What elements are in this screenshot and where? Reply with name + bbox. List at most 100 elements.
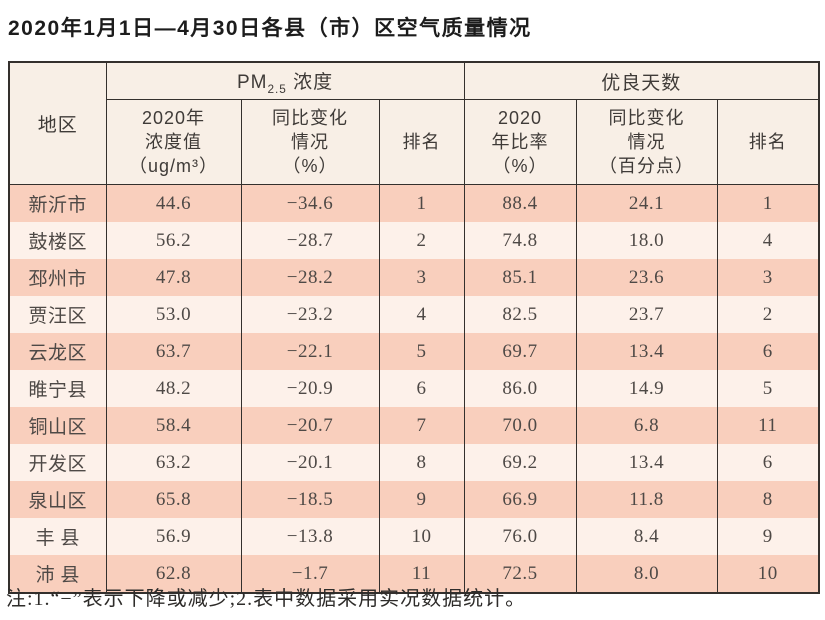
col-group-pm25: PM2.5 浓度 [105, 61, 465, 100]
cell-good-rank: 6 [716, 333, 820, 370]
col-header-pm25-rank: 排名 [378, 99, 465, 185]
cell-good-change: 6.8 [575, 407, 718, 444]
page-title: 2020年1月1日—4月30日各县（市）区空气质量情况 [8, 17, 532, 40]
table-row: 睢宁县 48.2 −20.9 6 86.0 14.9 5 [8, 370, 820, 407]
cell-pm25-rank: 8 [378, 444, 465, 481]
cell-good-rate: 76.0 [463, 518, 577, 555]
cell-pm25-value: 47.8 [105, 259, 242, 296]
cell-pm25-value: 62.8 [105, 555, 242, 593]
cell-good-rate: 88.4 [463, 184, 577, 222]
cell-pm25-change: −13.8 [240, 518, 380, 555]
table-row: 云龙区 63.7 −22.1 5 69.7 13.4 6 [8, 333, 820, 370]
col-header-pm25-change: 同比变化 情况 （%） [240, 99, 380, 185]
cell-pm25-change: −28.7 [240, 222, 380, 259]
cell-pm25-rank: 10 [378, 518, 465, 555]
cell-region: 新沂市 [8, 184, 107, 222]
cell-pm25-rank: 3 [378, 259, 465, 296]
cell-good-rate: 82.5 [463, 296, 577, 333]
cell-good-rank: 4 [716, 222, 820, 259]
cell-region: 开发区 [8, 444, 107, 481]
cell-good-rate: 72.5 [463, 555, 577, 593]
cell-pm25-value: 65.8 [105, 481, 242, 518]
table-row: 丰 县 56.9 −13.8 10 76.0 8.4 9 [8, 518, 820, 555]
col-group-good-days: 优良天数 [463, 61, 820, 100]
cell-good-change: 14.9 [575, 370, 718, 407]
table-row: 沛 县 62.8 −1.7 11 72.5 8.0 10 [8, 555, 820, 593]
cell-pm25-value: 56.9 [105, 518, 242, 555]
cell-good-change: 8.4 [575, 518, 718, 555]
cell-good-change: 23.7 [575, 296, 718, 333]
cell-pm25-rank: 4 [378, 296, 465, 333]
col-header-good-change: 同比变化 情况 （百分点） [575, 99, 718, 185]
cell-good-rank: 6 [716, 444, 820, 481]
col-header-good-rate: 2020 年比率 （%） [463, 99, 577, 185]
col-header-good-rank: 排名 [716, 99, 820, 185]
cell-region: 泉山区 [8, 481, 107, 518]
table-row: 邳州市 47.8 −28.2 3 85.1 23.6 3 [8, 259, 820, 296]
cell-good-change: 18.0 [575, 222, 718, 259]
cell-pm25-value: 48.2 [105, 370, 242, 407]
cell-good-rank: 5 [716, 370, 820, 407]
footnote: 注:1.“−”表示下降或减少;2.表中数据采用实况数据统计。 [6, 588, 527, 610]
cell-good-rate: 86.0 [463, 370, 577, 407]
pm25-concentration-label: 浓度 [286, 71, 334, 93]
cell-pm25-rank: 11 [378, 555, 465, 593]
cell-good-rate: 70.0 [463, 407, 577, 444]
cell-good-change: 11.8 [575, 481, 718, 518]
cell-good-change: 13.4 [575, 444, 718, 481]
cell-good-rank: 11 [716, 407, 820, 444]
cell-good-rank: 2 [716, 296, 820, 333]
cell-region: 丰 县 [8, 518, 107, 555]
cell-good-change: 24.1 [575, 184, 718, 222]
cell-good-change: 13.4 [575, 333, 718, 370]
cell-region: 云龙区 [8, 333, 107, 370]
cell-pm25-change: −23.2 [240, 296, 380, 333]
cell-good-rank: 9 [716, 518, 820, 555]
cell-good-change: 23.6 [575, 259, 718, 296]
cell-pm25-change: −18.5 [240, 481, 380, 518]
cell-region: 鼓楼区 [8, 222, 107, 259]
cell-good-rate: 74.8 [463, 222, 577, 259]
cell-pm25-change: −34.6 [240, 184, 380, 222]
pm25-label: PM [236, 71, 268, 93]
cell-pm25-change: −28.2 [240, 259, 380, 296]
cell-pm25-change: −20.1 [240, 444, 380, 481]
cell-pm25-rank: 7 [378, 407, 465, 444]
cell-good-rank: 8 [716, 481, 820, 518]
cell-good-rate: 69.7 [463, 333, 577, 370]
col-header-pm25-value: 2020年 浓度值 （ug/m³） [105, 99, 242, 185]
table-row: 铜山区 58.4 −20.7 7 70.0 6.8 11 [8, 407, 820, 444]
cell-pm25-value: 53.0 [105, 296, 242, 333]
cell-region: 沛 县 [8, 555, 107, 593]
table-row: 鼓楼区 56.2 −28.7 2 74.8 18.0 4 [8, 222, 820, 259]
cell-pm25-value: 63.7 [105, 333, 242, 370]
cell-pm25-rank: 9 [378, 481, 465, 518]
air-quality-table: 地区 PM2.5 浓度 优良天数 2020年 浓度值 （ug/m³） 同比变化 … [8, 61, 821, 594]
cell-pm25-change: −1.7 [240, 555, 380, 593]
cell-good-rate: 69.2 [463, 444, 577, 481]
table-row: 新沂市 44.6 −34.6 1 88.4 24.1 1 [8, 184, 820, 222]
cell-pm25-change: −20.7 [240, 407, 380, 444]
table-row: 开发区 63.2 −20.1 8 69.2 13.4 6 [8, 444, 820, 481]
table-body: 新沂市 44.6 −34.6 1 88.4 24.1 1 鼓楼区 56.2 −28.7 2 74.8 1… [8, 184, 820, 593]
table-header: 地区 PM2.5 浓度 优良天数 2020年 浓度值 （ug/m³） 同比变化 … [8, 61, 820, 185]
cell-good-rate: 85.1 [463, 259, 577, 296]
table-row: 泉山区 65.8 −18.5 9 66.9 11.8 8 [8, 481, 820, 518]
cell-pm25-change: −22.1 [240, 333, 380, 370]
cell-pm25-rank: 1 [378, 184, 465, 222]
cell-good-rate: 66.9 [463, 481, 577, 518]
pm25-subscript: 2.5 [267, 82, 287, 96]
table-row: 贾汪区 53.0 −23.2 4 82.5 23.7 2 [8, 296, 820, 333]
cell-pm25-rank: 2 [378, 222, 465, 259]
cell-region: 邳州市 [8, 259, 107, 296]
cell-good-rank: 1 [716, 184, 820, 222]
col-header-region: 地区 [8, 61, 107, 185]
cell-pm25-value: 56.2 [105, 222, 242, 259]
cell-pm25-rank: 5 [378, 333, 465, 370]
cell-good-change: 8.0 [575, 555, 718, 593]
cell-region: 睢宁县 [8, 370, 107, 407]
cell-good-rank: 10 [716, 555, 820, 593]
cell-pm25-value: 44.6 [105, 184, 242, 222]
cell-region: 贾汪区 [8, 296, 107, 333]
